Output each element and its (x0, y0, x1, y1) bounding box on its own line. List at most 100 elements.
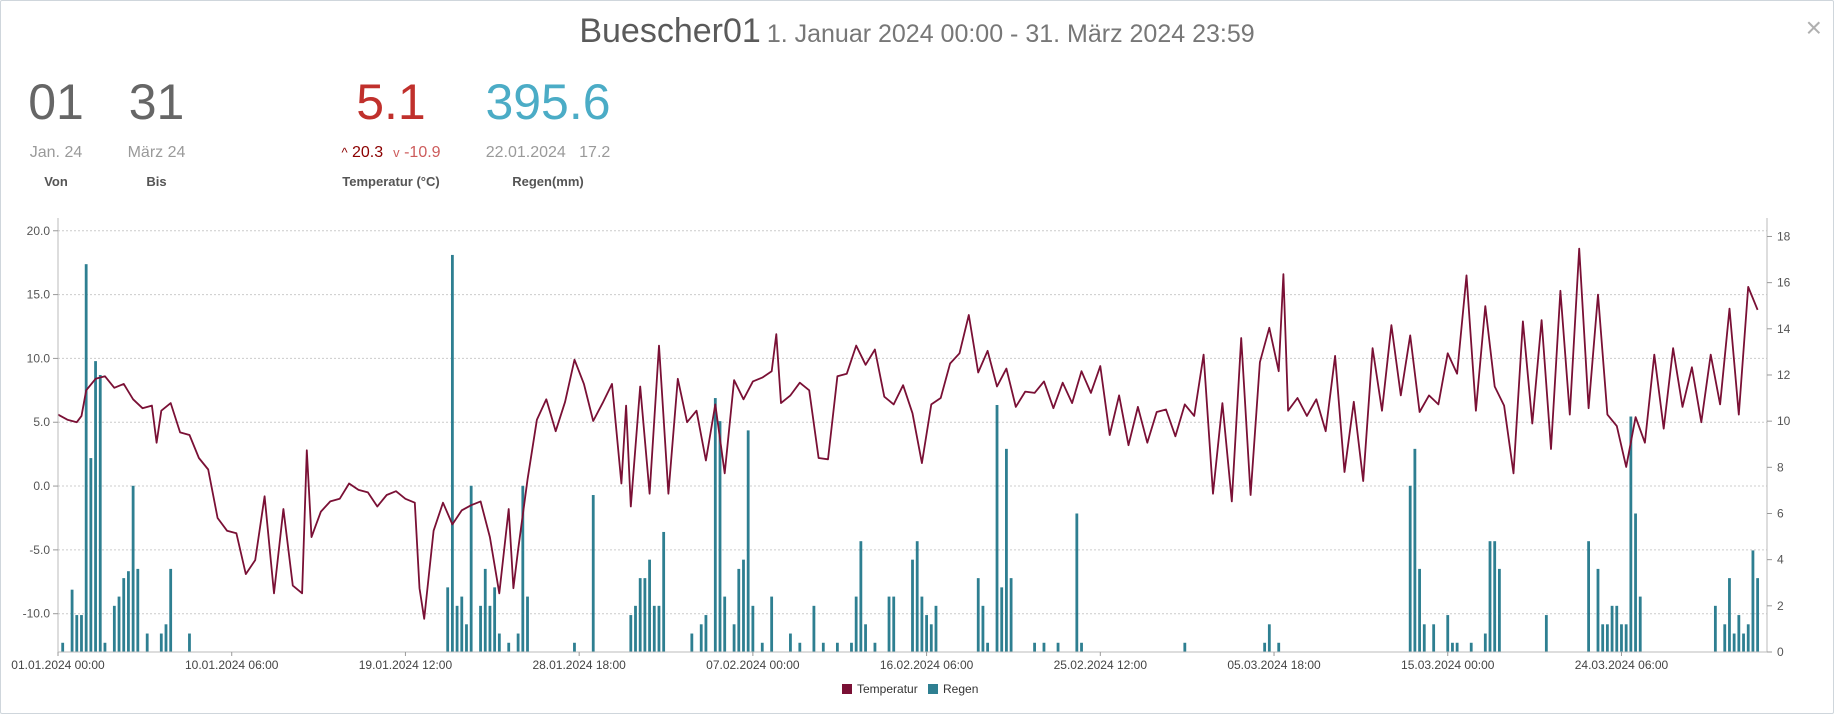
rain-bar (704, 615, 708, 652)
x-tick-label: 10.01.2024 06:00 (185, 658, 279, 672)
rain-bar (591, 495, 595, 652)
station-name: Buescher01 (579, 12, 761, 50)
rain-bar (995, 404, 999, 652)
y-right-tick-label: 16 (1777, 276, 1791, 290)
temperature-series-line (57, 247, 1759, 620)
rain-bar (573, 642, 576, 652)
rain-bar (1601, 624, 1605, 652)
rain-bar (1620, 624, 1623, 652)
y-right-tick-label: 10 (1777, 414, 1791, 428)
rain-bar (723, 596, 727, 652)
rain-bar (1737, 615, 1741, 652)
rain-bar (737, 568, 741, 652)
rain-bar (981, 605, 985, 652)
rain-bar (1634, 513, 1637, 652)
x-tick-label: 25.02.2024 12:00 (1054, 658, 1148, 672)
rain-bar (934, 605, 938, 652)
rain-bar (145, 633, 149, 652)
rain-bar (1183, 642, 1187, 652)
rain-bar (1596, 568, 1600, 652)
y-left-tick-label: -10.0 (23, 607, 51, 621)
y-right-tick-label: 14 (1777, 322, 1791, 336)
chart-axes: 20.0 15.0 10.0 5.0 0.0 -5.0 -10.0 0 2 4 6 8 10 12 14 16… (11, 218, 1791, 672)
rain-bar (516, 633, 520, 652)
rain-bar (84, 264, 88, 652)
temp-min: v -10.9 (393, 144, 441, 161)
rain-bar (460, 596, 464, 652)
rain-bar (159, 633, 163, 652)
rain-bar (465, 624, 468, 652)
rain-bar (136, 568, 140, 652)
rain-bar (526, 596, 529, 652)
rain-bar (1756, 578, 1760, 652)
rain-bar (873, 642, 877, 652)
rain-bar (1587, 541, 1590, 652)
rain-bar (1638, 596, 1642, 652)
y-left-tick-label: 15.0 (27, 288, 51, 302)
rain-bars (61, 254, 1760, 653)
rain-bar (75, 615, 79, 652)
rain-max-value: 17.2 (579, 144, 611, 161)
rain-bar (450, 254, 454, 653)
rain-bar (648, 559, 651, 652)
from-label: Von (44, 174, 68, 189)
period-range: 1. Januar 2024 00:00 - 31. März 2024 23:… (766, 20, 1255, 48)
rain-bar (1629, 416, 1633, 652)
rain-bar (629, 615, 633, 652)
rain-bar (1033, 642, 1036, 652)
rain-bar (1713, 605, 1717, 652)
rain-bar (1277, 642, 1281, 652)
rain-bar (1469, 642, 1473, 652)
rain-bar (643, 578, 647, 652)
legend-rain-swatch (928, 684, 938, 694)
rain-bar (699, 624, 703, 652)
y-left-tick-label: 0.0 (33, 479, 50, 493)
rain-bar (850, 642, 853, 652)
rain-bar (634, 605, 637, 652)
rain-bar (662, 531, 666, 652)
y-left-tick-label: -5.0 (29, 543, 50, 557)
rain-bar (98, 374, 102, 652)
rain-bar (915, 541, 919, 652)
rain-bar (652, 605, 656, 652)
rain-bar (1075, 513, 1079, 652)
rain-bar (469, 485, 473, 652)
legend-rain-label[interactable]: Regen (943, 682, 978, 696)
rain-bar (929, 624, 933, 652)
rain-bar (821, 642, 825, 652)
rain-bar (1263, 642, 1267, 652)
rain-bar (1493, 541, 1497, 652)
x-tick-label: 01.01.2024 00:00 (11, 658, 105, 672)
rain-bar (1728, 578, 1731, 652)
rain-bar (859, 541, 863, 652)
stat-rain: 395.6 22.01.2024 17.2 Regen(mm) (478, 74, 618, 189)
stat-temperature: 5.1 ^ 20.3 v -10.9 Temperatur (°C) (326, 74, 456, 189)
rain-bar (892, 596, 896, 652)
rain-bar (1483, 633, 1487, 652)
y-right-tick-label: 12 (1777, 368, 1791, 382)
rain-bar (188, 633, 191, 652)
rain-bar (1544, 615, 1548, 652)
rain-bar (103, 642, 107, 652)
legend-temp-label[interactable]: Temperatur (857, 682, 918, 696)
stat-to: 31 März 24 Bis (120, 74, 193, 189)
rain-bar (1080, 642, 1083, 652)
rain-bar (122, 578, 126, 652)
close-icon[interactable]: × (1805, 12, 1822, 43)
to-day: 31 (128, 74, 185, 130)
rain-bar (1610, 605, 1614, 652)
rain-bar (1615, 605, 1619, 652)
rain-bar (1732, 633, 1736, 652)
rain-bar (488, 605, 492, 652)
chart-legend: Temperatur Regen (842, 682, 978, 696)
rain-bar (925, 615, 928, 652)
rain-bar (94, 361, 97, 652)
rain-bar (732, 624, 736, 652)
rain-bar (61, 642, 65, 652)
rain-bar (986, 642, 990, 652)
rain-bar (479, 605, 482, 652)
temp-max: ^ 20.3 (341, 144, 384, 161)
legend-temp-swatch (842, 684, 852, 694)
rain-bar (127, 571, 130, 652)
rain-bar (1742, 633, 1745, 652)
